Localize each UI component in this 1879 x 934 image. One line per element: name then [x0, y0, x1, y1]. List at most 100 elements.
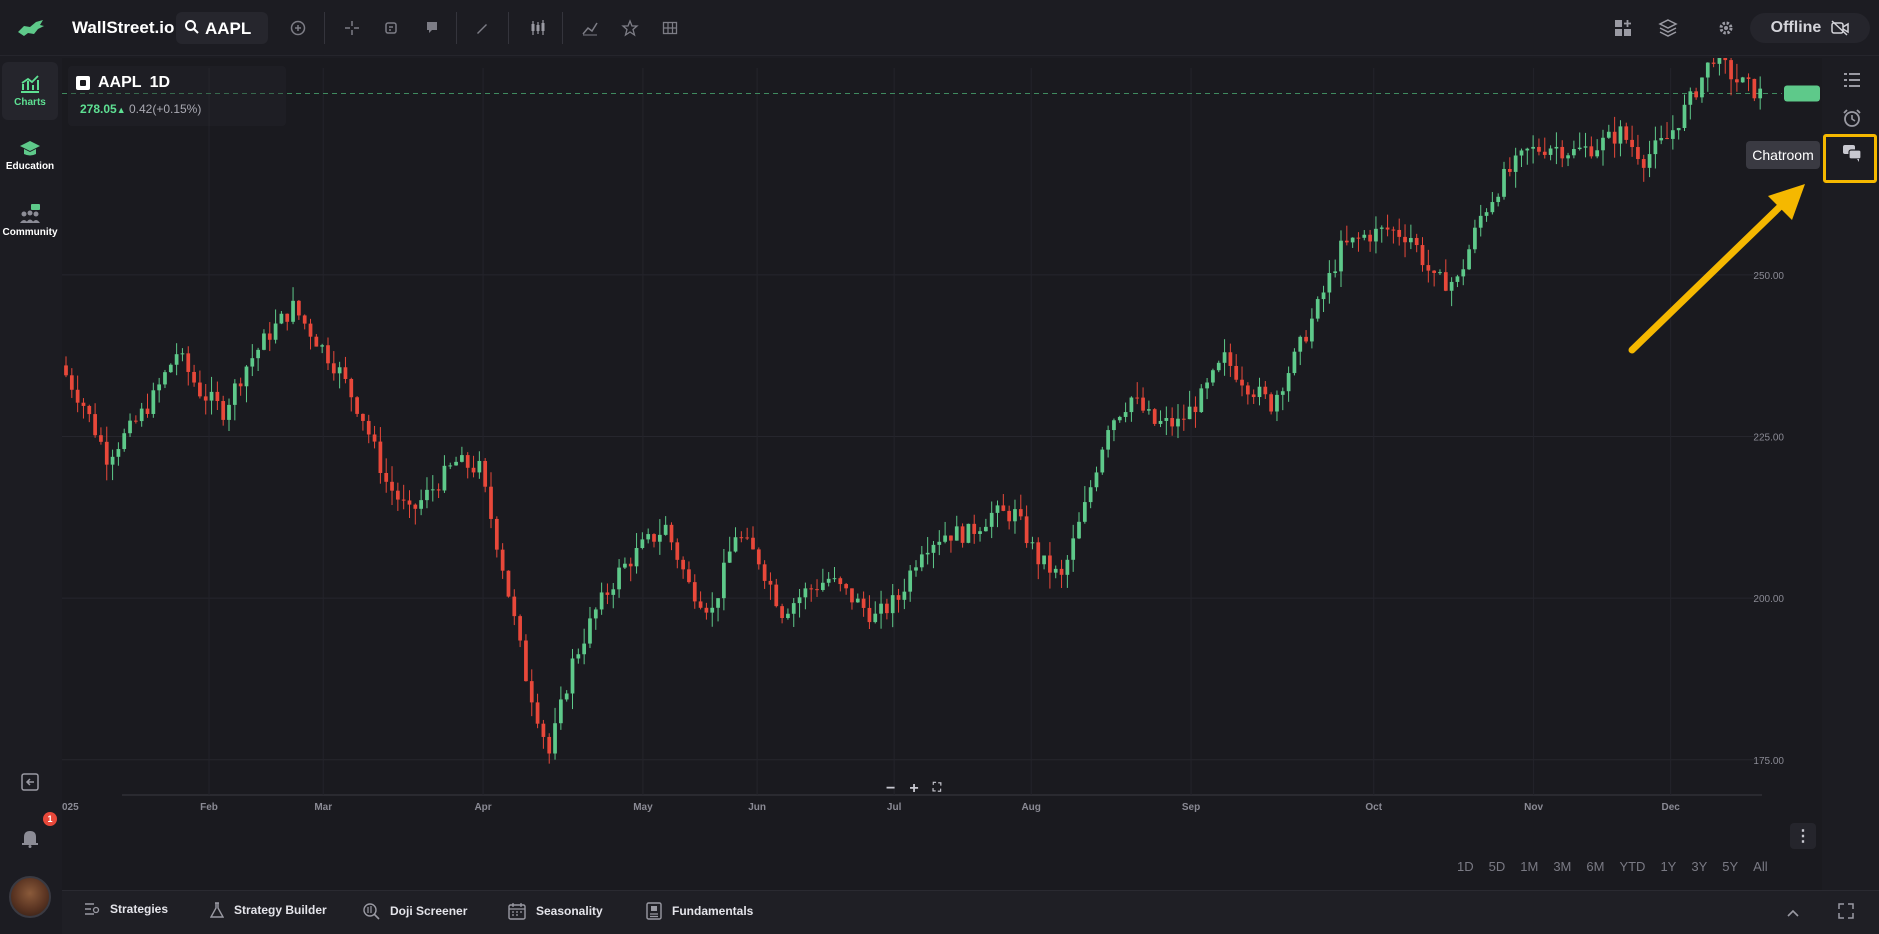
nav-charts[interactable]: Charts: [2, 62, 58, 120]
candle-down: [285, 313, 290, 322]
candle-down: [861, 598, 866, 608]
candle-up: [1222, 352, 1227, 363]
chart-type-button[interactable]: [526, 16, 550, 40]
fullscreen-icon[interactable]: ⛶: [932, 780, 942, 794]
candle-down: [1193, 406, 1198, 413]
candle-up: [663, 524, 668, 535]
watchlist-button[interactable]: [1840, 68, 1864, 92]
range-3m-button[interactable]: 3M: [1553, 859, 1572, 874]
crosshair-button[interactable]: [340, 16, 364, 40]
nav-education[interactable]: Education: [2, 127, 58, 185]
maximize-button[interactable]: [1838, 903, 1854, 924]
chatroom-button[interactable]: [1840, 141, 1864, 165]
candle-up: [157, 384, 162, 391]
candle-up: [209, 391, 214, 401]
bull-logo-icon[interactable]: [16, 14, 46, 42]
top-toolbar: WallStreet.io AAPL: [0, 0, 1879, 56]
candle-up: [1490, 202, 1495, 213]
logout-icon: [21, 773, 39, 791]
layout-grid-button[interactable]: [658, 16, 682, 40]
draw-button[interactable]: [470, 16, 494, 40]
watchlist-star-button[interactable]: [618, 16, 642, 40]
range-ytd-button[interactable]: YTD: [1619, 859, 1646, 874]
notifications-button[interactable]: [18, 826, 42, 850]
zoom-in-icon[interactable]: +: [909, 780, 919, 797]
candle-up: [640, 539, 645, 548]
nav-community[interactable]: Community: [2, 192, 58, 250]
widgets-button[interactable]: [1611, 16, 1635, 40]
candle-up: [593, 609, 598, 619]
candle-down: [494, 518, 499, 550]
candle-up: [1275, 394, 1279, 412]
calendar-icon: [508, 903, 526, 920]
candle-up: [553, 723, 557, 754]
candle-down: [1269, 394, 1273, 412]
alarm-button[interactable]: [1840, 106, 1864, 130]
fundamentals-tab[interactable]: Fundamentals: [646, 902, 753, 920]
logout-button[interactable]: [18, 770, 42, 794]
legend-symbol[interactable]: AAPL: [98, 74, 142, 91]
brand-name[interactable]: WallStreet.io: [72, 18, 175, 37]
range-6m-button[interactable]: 6M: [1586, 859, 1605, 874]
symbol-legend: AAPL 1D 278.05▲ 0.42(+0.15%): [68, 66, 286, 126]
price-chart[interactable]: 250.00 225.00 200.00 175.00 025 Feb Mar Apr May J…: [62, 58, 1822, 890]
candle-down: [838, 578, 843, 585]
connection-status-button[interactable]: Offline: [1750, 13, 1870, 43]
compare-button[interactable]: [578, 16, 602, 40]
candle-up: [1286, 373, 1291, 392]
range-3y-button[interactable]: 3Y: [1691, 859, 1708, 874]
candle-up: [797, 597, 802, 604]
candle-up: [1362, 234, 1367, 238]
candle-down: [378, 441, 383, 473]
range-1d-button[interactable]: 1D: [1457, 859, 1474, 874]
doji-screener-tab[interactable]: Doji Screener: [362, 902, 467, 920]
fundamentals-label: Fundamentals: [672, 904, 754, 918]
camera-off-icon: [1831, 20, 1850, 36]
candle-down: [93, 414, 97, 436]
layers-button[interactable]: [1656, 16, 1680, 40]
strategy-builder-tab[interactable]: Strategy Builder: [210, 902, 327, 918]
flask-icon: [210, 902, 224, 918]
candle-up: [634, 547, 639, 567]
range-5y-button[interactable]: 5Y: [1722, 859, 1739, 874]
x-tick-label: Jul: [887, 802, 902, 813]
range-5d-button[interactable]: 5D: [1488, 859, 1506, 874]
candle-up: [879, 603, 883, 614]
candle-down: [850, 588, 854, 603]
candle-down: [698, 601, 703, 608]
candle-up: [954, 526, 959, 541]
candle-up: [425, 489, 429, 501]
x-tick-label: Aug: [1021, 802, 1040, 813]
strategies-tab[interactable]: Strategies: [84, 902, 168, 916]
candlestick-chart[interactable]: 250.00 225.00 200.00 175.00 025 Feb Mar Apr May J…: [62, 58, 1822, 890]
expand-panel-button[interactable]: [1786, 905, 1800, 923]
widgets-icon: [1615, 20, 1631, 36]
user-avatar[interactable]: [9, 876, 51, 918]
candle-down: [687, 569, 691, 583]
chart-menu-button[interactable]: ⋮: [1790, 823, 1816, 849]
legend-interval[interactable]: 1D: [149, 74, 171, 91]
zoom-out-icon[interactable]: −: [886, 780, 896, 797]
candle-down: [1048, 555, 1052, 573]
candle-down: [361, 413, 365, 421]
range-1m-button[interactable]: 1M: [1520, 859, 1539, 874]
search-value[interactable]: AAPL: [205, 19, 252, 38]
settings-button[interactable]: [1714, 16, 1738, 40]
candle-up: [727, 551, 732, 563]
candle-up: [582, 643, 587, 655]
seasonality-tab[interactable]: Seasonality: [508, 902, 603, 920]
candle-up: [1455, 276, 1460, 282]
range-all-button[interactable]: All: [1753, 859, 1768, 874]
candle-down: [1234, 365, 1239, 380]
candle-down: [768, 580, 773, 585]
star-icon: [621, 19, 639, 37]
candle-up: [139, 408, 144, 422]
indicators-button[interactable]: [380, 16, 404, 40]
candle-down: [809, 588, 814, 590]
candle-up: [1374, 228, 1378, 242]
candle-up: [256, 349, 260, 359]
symbol-search[interactable]: AAPL: [176, 12, 268, 44]
add-symbol-button[interactable]: [286, 16, 310, 40]
range-1y-button[interactable]: 1Y: [1660, 859, 1677, 874]
alerts-button[interactable]: [420, 16, 444, 40]
